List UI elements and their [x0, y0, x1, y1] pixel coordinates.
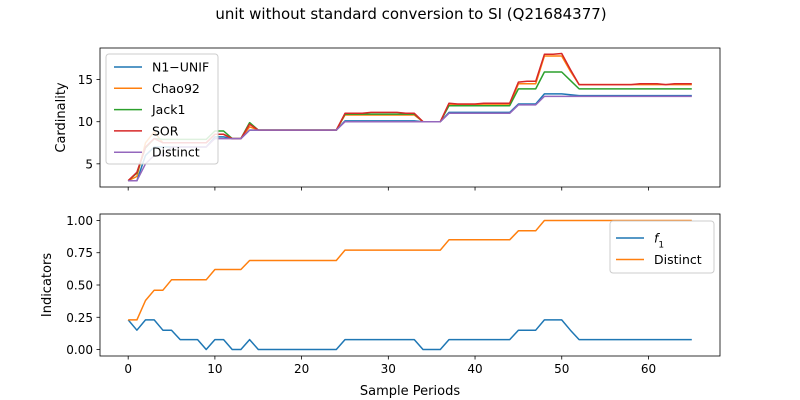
indicators-ylabel: Indicators — [40, 253, 55, 317]
x-tick-label: 50 — [554, 362, 569, 376]
y-tick-label: 10 — [78, 115, 93, 129]
y-tick-label: 0.00 — [66, 343, 93, 357]
x-tick-label: 10 — [207, 362, 222, 376]
indicators-xlabel: Sample Periods — [360, 384, 460, 399]
cardinality-axes-border — [99, 47, 721, 188]
cardinality-legend-box — [105, 53, 219, 165]
legend-label: N1−UNIF — [152, 60, 209, 75]
indicators-ticks: 0 10 20 30 40 50 60 0.00 0.25 0.50 0.75 1.00 — [66, 214, 656, 376]
series-line-sor — [127, 52, 692, 182]
series-line-distinct — [128, 219, 692, 321]
series-line-f — [127, 319, 692, 351]
series-line-jack1 — [127, 71, 692, 182]
indicators-subplot: 0 10 20 30 40 50 60 0.00 0.25 0.50 0.75 1.00 Indica… — [40, 213, 721, 399]
legend-label: Jack1 — [151, 102, 185, 117]
y-tick-label: 5 — [85, 157, 93, 171]
x-tick-label: 40 — [467, 362, 482, 376]
cardinality-subplot: 5 10 15 Cardinality N1−UNIF Chao92 Jack1 SOR D… — [54, 47, 721, 191]
figure-title: unit without standard conversion to SI (… — [215, 5, 606, 23]
y-tick-label: 0.75 — [66, 246, 93, 260]
legend-label: SOR — [152, 123, 179, 138]
x-tick-label: 20 — [294, 362, 309, 376]
cardinality-series — [127, 52, 692, 182]
x-tick-label: 60 — [641, 362, 656, 376]
y-tick-label: 0.25 — [66, 311, 93, 325]
legend-label: f1 — [654, 231, 664, 251]
indicators-series — [127, 219, 692, 351]
y-tick-label: 1.00 — [66, 214, 93, 228]
y-tick-label: 15 — [78, 73, 93, 87]
legend-label: Chao92 — [152, 81, 200, 96]
x-tick-label: 0 — [124, 362, 132, 376]
cardinality-legend: N1−UNIF Chao92 Jack1 SOR Distinct — [105, 53, 219, 165]
series-line-distinct — [128, 95, 692, 182]
cardinality-ticks: 5 10 15 — [78, 73, 649, 191]
indicators-axes-border — [99, 213, 721, 357]
cardinality-legend-items: N1−UNIF Chao92 Jack1 SOR Distinct — [114, 60, 209, 160]
cardinality-ylabel: Cardinality — [54, 82, 69, 153]
legend-label: Distinct — [654, 252, 702, 267]
series-line-n1-unif — [128, 93, 692, 182]
y-tick-label: 0.50 — [66, 279, 93, 293]
legend-label: Distinct — [152, 145, 200, 160]
x-tick-label: 30 — [381, 362, 396, 376]
